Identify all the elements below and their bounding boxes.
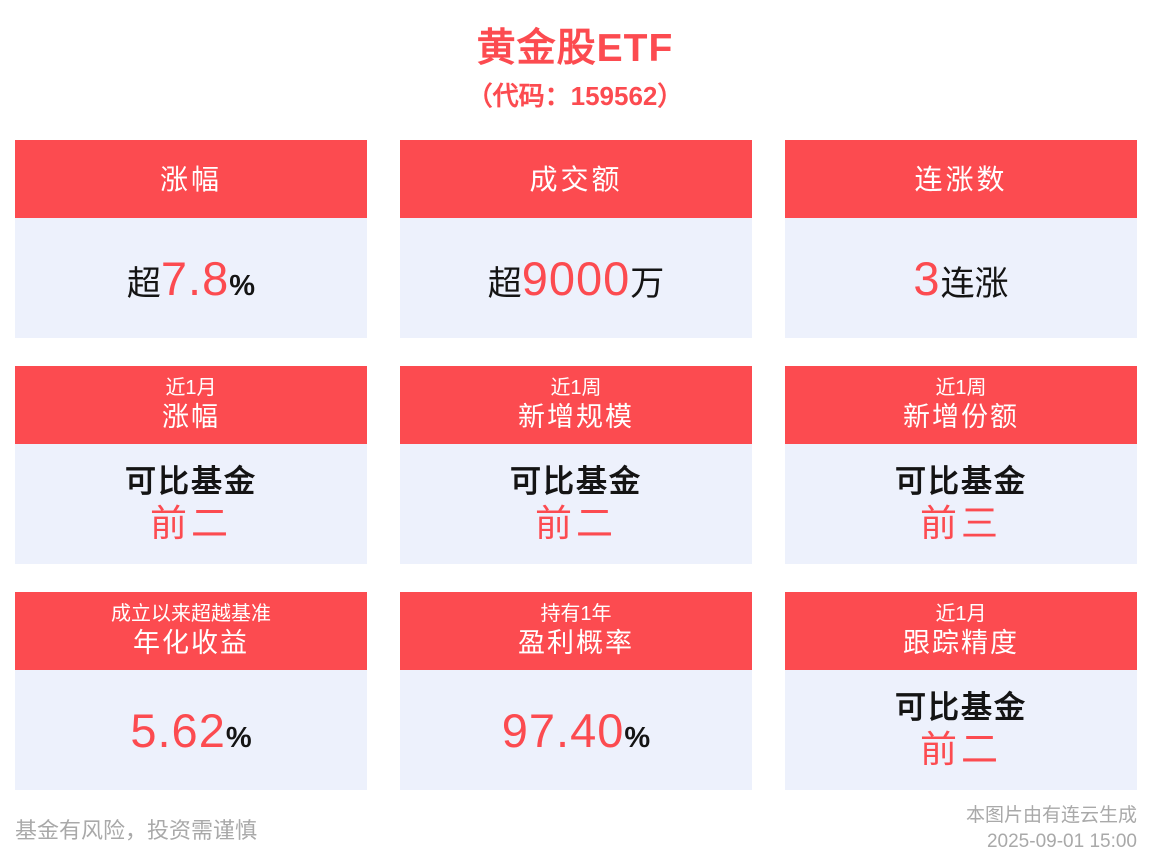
card-header: 近1周 新增规模 [400,366,752,444]
metric-card-grid: 涨幅 超 7.8% 成交额 超 9000 万 连涨数 3 连涨 近1月 [0,140,1150,790]
page-subtitle: （代码：159562） [466,81,684,111]
title-block: 黄金股ETF （代码：159562） [0,0,1150,111]
risk-disclaimer: 基金有风险，投资需谨慎 [15,818,258,843]
card-1w-new-scale-rank: 近1周 新增规模 可比基金 前二 [400,366,752,564]
card-header-tag: 成立以来超越基准 [111,603,271,625]
card-header-label: 连涨数 [914,163,1008,195]
card-tracking-precision-rank: 近1月 跟踪精度 可比基金 前二 [785,592,1137,790]
value-number: 3 [913,251,941,305]
metric-value: 超 7.8% [127,251,255,306]
card-header: 成立以来超越基准 年化收益 [15,592,367,670]
card-header-label: 盈利概率 [518,628,634,658]
card-body: 97.40% [400,670,752,790]
watermark-timestamp: 2025-09-01 15:00 [986,831,1137,852]
page-title: 黄金股ETF [476,27,674,70]
card-1w-new-shares-rank: 近1周 新增份额 可比基金 前三 [785,366,1137,564]
value-number: 5.62 [130,703,226,757]
card-daily-gain: 涨幅 超 7.8% [15,140,367,338]
card-header-label: 涨幅 [162,402,220,432]
rank-value: 前二 [150,503,232,544]
card-header-label: 涨幅 [159,163,222,195]
card-header-label: 跟踪精度 [903,628,1019,658]
card-body: 可比基金 前三 [785,444,1137,564]
value-suffix: % [225,721,252,754]
card-profit-probability: 持有1年 盈利概率 97.40% [400,592,752,790]
value-suffix: % [229,269,256,302]
metric-value: 3 连涨 [913,251,1008,306]
metric-value: 97.40% [502,703,650,758]
card-body: 超 9000 万 [400,218,752,338]
metric-value: 5.62% [130,703,251,758]
card-1m-gain-rank: 近1月 涨幅 可比基金 前二 [15,366,367,564]
rank-label: 可比基金 [895,690,1027,725]
card-header-tag: 近1月 [165,377,217,399]
rank-value: 前三 [920,503,1002,544]
card-consecutive-gains: 连涨数 3 连涨 [785,140,1137,338]
card-header-tag: 近1月 [935,603,987,625]
card-header-tag: 近1周 [935,377,987,399]
footer: 基金有风险，投资需谨慎 本图片由有连云生成 2025-09-01 15:00 [0,803,1150,855]
card-header-tag: 持有1年 [540,603,612,625]
card-body: 3 连涨 [785,218,1137,338]
card-header-label: 成交额 [529,163,623,195]
value-suffix: 万 [630,264,665,303]
rank-label: 可比基金 [895,464,1027,499]
card-header: 近1月 涨幅 [15,366,367,444]
rank-value: 前二 [535,503,617,544]
value-prefix: 超 [126,264,161,303]
watermark-source: 本图片由有连云生成 [965,805,1137,826]
card-annualized-return: 成立以来超越基准 年化收益 5.62% [15,592,367,790]
rank-label: 可比基金 [510,464,642,499]
card-header-label: 新增份额 [903,402,1019,432]
card-body: 可比基金 前二 [785,670,1137,790]
card-header: 近1月 跟踪精度 [785,592,1137,670]
metric-value: 超 9000 万 [488,251,665,306]
card-body: 5.62% [15,670,367,790]
value-number: 97.40 [501,703,625,757]
value-number: 7.8 [160,251,230,305]
card-header: 近1周 新增份额 [785,366,1137,444]
rank-value: 前二 [920,729,1002,770]
value-suffix: 连涨 [940,264,1009,303]
card-body: 可比基金 前二 [15,444,367,564]
card-body: 超 7.8% [15,218,367,338]
value-number: 9000 [521,251,631,305]
card-header: 成交额 [400,140,752,218]
card-header: 涨幅 [15,140,367,218]
card-header-tag: 近1周 [550,377,602,399]
card-turnover: 成交额 超 9000 万 [400,140,752,338]
value-prefix: 超 [487,264,522,303]
value-suffix: % [624,721,651,754]
card-header: 持有1年 盈利概率 [400,592,752,670]
card-body: 可比基金 前二 [400,444,752,564]
card-header-label: 新增规模 [518,402,634,432]
watermark: 本图片由有连云生成 2025-09-01 15:00 [966,803,1137,855]
rank-label: 可比基金 [125,464,257,499]
card-header-label: 年化收益 [133,628,249,658]
card-header: 连涨数 [785,140,1137,218]
